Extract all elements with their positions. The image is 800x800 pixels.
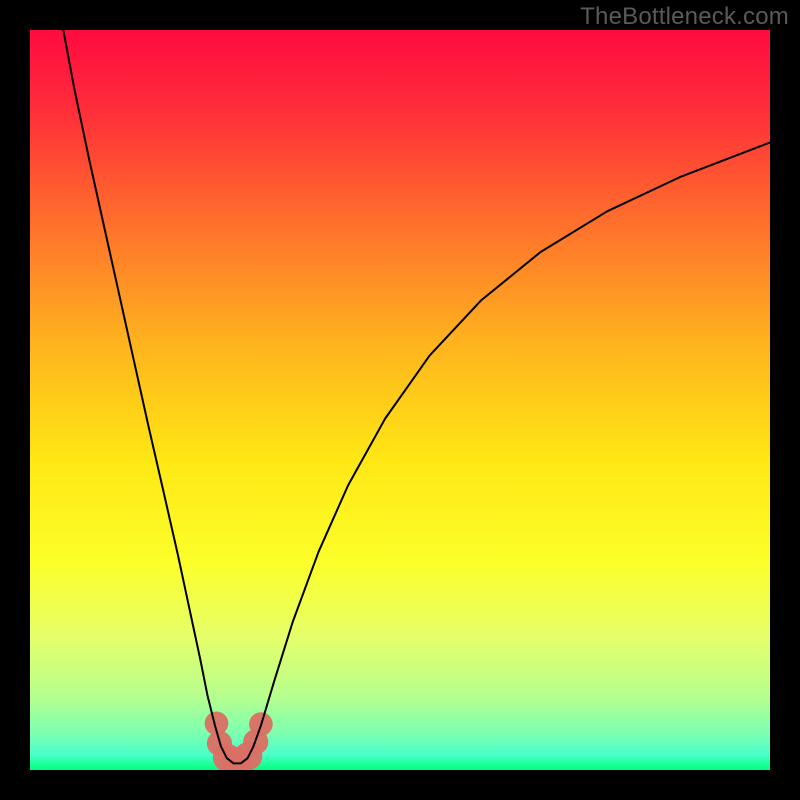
chart-frame: TheBottleneck.com [0,0,800,800]
plot-svg [30,30,770,770]
plot-background [30,30,770,770]
plot-area [30,30,770,770]
watermark-text: TheBottleneck.com [580,3,789,31]
